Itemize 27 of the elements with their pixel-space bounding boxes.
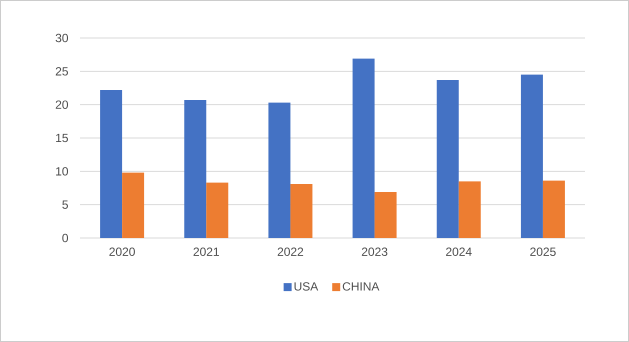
x-tick-label: 2020 [109, 248, 135, 256]
bar [520, 74, 543, 238]
bar [184, 100, 206, 238]
y-tick-label: 25 [56, 67, 68, 76]
bar [268, 102, 290, 238]
x-tick-label: 2023 [362, 248, 388, 256]
y-tick-label: 30 [56, 34, 68, 42]
bar [122, 172, 144, 238]
x-tick-label: 2024 [446, 248, 472, 256]
y-tick-label: 20 [56, 100, 68, 109]
y-tick-label: 15 [56, 134, 68, 142]
bar [542, 180, 565, 238]
x-tick-label: 2021 [194, 248, 219, 256]
legend-label: CHINA [342, 282, 380, 291]
bar [458, 181, 481, 238]
x-tick-label: 2025 [530, 248, 556, 256]
bar [206, 182, 228, 238]
x-tick-label: 2022 [278, 248, 304, 256]
bar [290, 184, 312, 238]
bar [100, 90, 122, 238]
bar [436, 80, 459, 238]
y-tick-label: 10 [56, 167, 68, 176]
y-tick-label: 0 [62, 234, 68, 242]
bar [374, 192, 397, 238]
bar [352, 58, 375, 238]
legend-label: USA [294, 282, 318, 291]
y-tick-label: 5 [62, 200, 68, 209]
